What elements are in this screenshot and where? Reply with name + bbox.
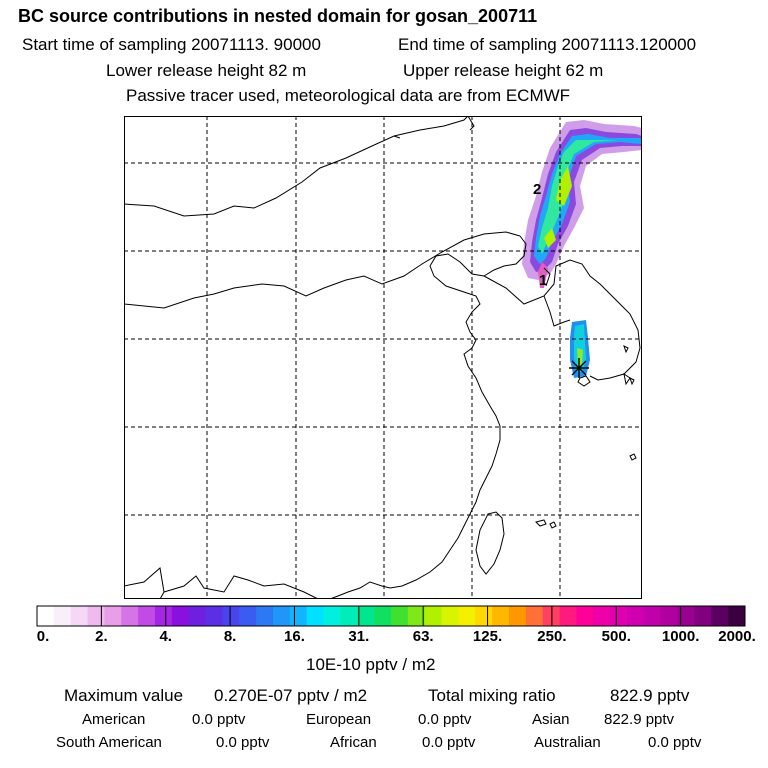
colorbar-tick-label: 8.: [223, 628, 237, 645]
tracer-note: Passive tracer used, meteorological data…: [126, 86, 571, 105]
colorbar-swatch: [627, 606, 645, 626]
region-australian-value: 0.0 pptv: [648, 734, 702, 751]
source-contribution-map: 2 1: [124, 116, 642, 599]
start-time-label: Start time of sampling 20071113. 90000: [22, 35, 321, 54]
end-time-label: End time of sampling 20071113.120000: [398, 35, 697, 54]
colorbar-swatch: [458, 606, 476, 626]
colorbar-swatch: [155, 606, 173, 626]
colorbar-swatch: [188, 606, 207, 626]
colorbar-swatch: [70, 606, 89, 626]
colorbar-swatch: [171, 606, 190, 626]
colorbar-swatch: [374, 606, 392, 626]
lower-release-height: Lower release height 82 m: [106, 61, 307, 80]
colorbar-swatch: [87, 606, 105, 626]
colorbar-swatch: [424, 606, 443, 626]
colorbar-swatch: [323, 606, 341, 626]
total-mixing-label: Total mixing ratio: [428, 686, 556, 705]
trajectory-label-2: 2: [533, 181, 541, 198]
colorbar-tick-label: 31.: [348, 628, 370, 645]
colorbar-swatch: [694, 606, 712, 626]
upper-release-height: Upper release height 62 m: [403, 61, 604, 80]
colorbar-swatch: [273, 606, 291, 626]
colorbar-swatch: [643, 606, 662, 626]
colorbar-swatch: [728, 606, 746, 626]
region-south-american-label: South American: [56, 734, 162, 751]
region-south-american-value: 0.0 pptv: [216, 734, 270, 751]
colorbar-swatch: [391, 606, 409, 626]
colorbar-tick-label: 4.: [159, 628, 172, 645]
plume-north: [522, 120, 642, 288]
plot-title: BC source contributions in nested domain…: [18, 6, 538, 26]
colorbar-swatch: [576, 606, 594, 626]
lat-lon-grid: [124, 116, 642, 599]
region-european-value: 0.0 pptv: [418, 711, 472, 728]
colorbar-swatch: [256, 606, 274, 626]
colorbar-swatch: [222, 606, 240, 626]
colorbar-tick-label: 2.: [95, 628, 108, 645]
coastlines: [124, 116, 641, 599]
colorbar-swatch: [660, 606, 679, 626]
colorbar-tick-label: 125.: [472, 628, 503, 645]
region-african-label: African: [330, 734, 377, 751]
colorbar-swatch: [340, 606, 358, 626]
colorbar-swatch: [121, 606, 139, 626]
colorbar-units: 10E-10 pptv / m2: [306, 655, 436, 674]
region-australian-label: Australian: [534, 734, 601, 751]
colorbar-swatch: [407, 606, 426, 626]
colorbar-tick-label: 2000.: [718, 628, 756, 645]
colorbar-tick-label: 0.: [36, 628, 50, 645]
colorbar-tick-label: 16.: [284, 628, 305, 645]
max-value-label: Maximum value: [64, 686, 184, 705]
colorbar-swatch: [492, 606, 510, 626]
colorbar-swatch: [509, 606, 527, 626]
colorbar-swatch: [53, 606, 72, 626]
region-american-value: 0.0 pptv: [192, 711, 246, 728]
region-american-label: American: [82, 711, 146, 728]
colorbar-tick-label: 63.: [412, 628, 434, 645]
colorbar-swatch: [610, 606, 628, 626]
colorbar-swatch: [711, 606, 729, 626]
colorbar-tick-label: 250.: [537, 628, 567, 645]
colorbar-swatch: [357, 606, 375, 626]
colorbar-swatch: [205, 606, 223, 626]
colorbar-swatch: [138, 606, 156, 626]
colorbar-swatch: [593, 606, 611, 626]
colorbar-border: [36, 605, 746, 627]
colorbar-swatch: [559, 606, 577, 626]
colorbar-swatch: [37, 606, 55, 626]
station-star-icon: [569, 358, 589, 378]
region-asian-label: Asian: [532, 711, 570, 728]
region-african-value: 0.0 pptv: [422, 734, 476, 751]
max-value: 0.270E-07 pptv / m2: [214, 686, 368, 705]
region-asian-value: 822.9 pptv: [604, 711, 675, 728]
colorbar-swatch: [525, 606, 544, 626]
total-mixing-value: 822.9 pptv: [610, 686, 690, 705]
colorbar-swatch: [542, 606, 561, 626]
colorbar-swatch: [104, 606, 122, 626]
colorbar-swatch: [677, 606, 695, 626]
colorbar-swatch: [475, 606, 493, 626]
region-european-label: European: [306, 711, 372, 728]
colorbar-swatch: [289, 606, 308, 626]
colorbar-tick-label: 500.: [601, 628, 631, 645]
colorbar-swatch: [239, 606, 257, 626]
colorbar-tick-label: 1000.: [661, 628, 700, 645]
colorbar-swatch: [441, 606, 459, 626]
colorbar: [36, 605, 746, 627]
colorbar-swatch: [306, 606, 325, 626]
trajectory-label-1: 1: [539, 272, 547, 289]
